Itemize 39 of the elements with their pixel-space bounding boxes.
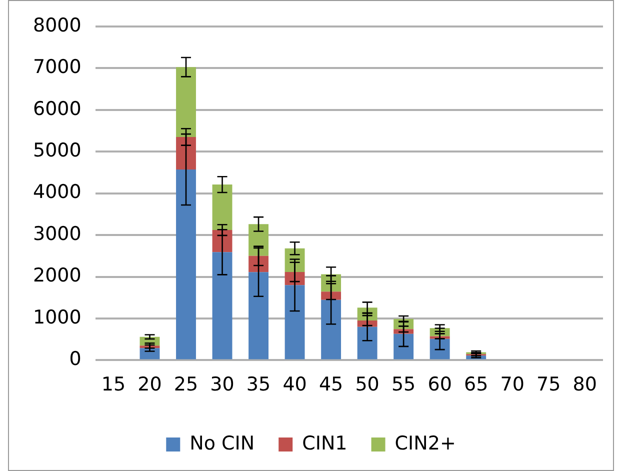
x-tick-label: 70 [500,374,524,396]
bar [321,300,342,360]
y-tick-label: 0 [69,348,82,370]
x-tick-label: 55 [391,374,416,396]
bar [248,224,268,256]
legend-label: No CIN [190,432,255,454]
bar [176,170,196,360]
x-tick-label: 60 [428,374,452,396]
bar [248,272,268,360]
bar [212,184,232,230]
x-tick-label: 20 [138,374,162,396]
x-tick-label: 30 [210,374,234,396]
y-tick-label: 2000 [32,264,82,287]
bar [176,136,196,170]
x-tick-label: 75 [536,374,561,396]
x-tick-label: 50 [355,374,380,396]
bar [430,338,450,360]
x-tick-label: 45 [318,374,344,396]
bar [176,67,196,137]
y-tick-label: 5000 [32,140,82,162]
bar [284,285,305,360]
x-tick-label: 80 [572,374,597,396]
x-tick-label: 25 [174,374,198,396]
bar [357,326,378,360]
y-tick-label: 3000 [32,222,82,245]
bar [248,256,268,272]
legend-label: CIN2+ [394,432,456,454]
y-tick-label: 4000 [32,181,82,204]
y-tick-label: 1000 [32,306,82,328]
x-tick-label: 40 [282,374,307,396]
y-tick-label: 8000 [32,14,82,36]
x-tick-label: 35 [246,374,271,396]
bar [212,252,232,360]
legend-label: CIN1 [302,432,348,454]
y-tick-label: 7000 [32,56,82,78]
x-tick-label: 65 [464,374,488,396]
y-tick-label: 6000 [32,98,82,120]
bar [394,334,414,360]
x-tick-label: 15 [101,374,126,396]
